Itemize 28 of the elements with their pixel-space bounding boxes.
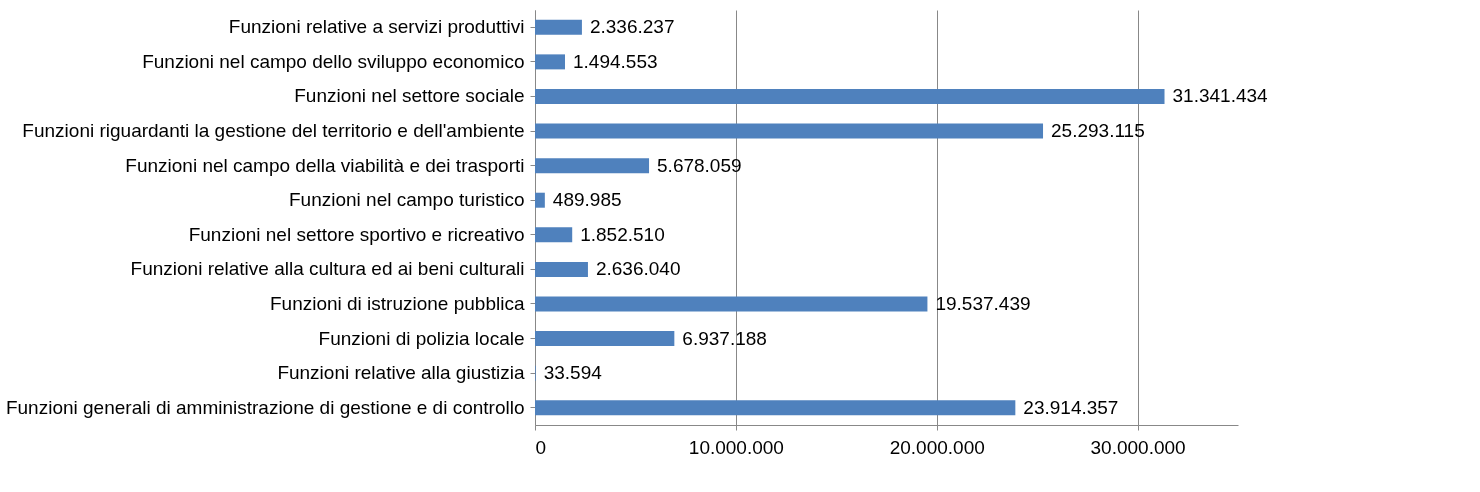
y-tick-label: Funzioni generali di amministrazione di gestione e di controllo [5,396,525,418]
y-tick-label: Funzioni relative alla giustizia [277,362,525,384]
y-tick-label: Funzioni di polizia locale [318,327,525,349]
y-tick-label: Funzioni riguardanti la gestione del territorio e dell'ambiente [22,120,525,142]
y-tick-label: Funzioni di istruzione pubblica [269,292,525,314]
data-label: 31.341.434 [1172,85,1269,107]
data-label: 5.678.059 [657,154,742,176]
y-tick-label: Funzioni nel settore sociale [294,85,525,107]
data-label: 6.937.188 [682,327,767,349]
x-tick-label: 10.000.000 [688,436,784,458]
y-tick-label: Funzioni relative a servizi produttivi [228,16,525,38]
data-label: 2.336.237 [589,16,675,38]
data-label: 19.537.439 [935,292,1031,314]
x-tick-label: 20.000.000 [889,436,985,458]
x-tick-label: 0 [535,436,547,458]
y-tick-label: Funzioni nel campo dello sviluppo economico [142,50,525,72]
y-tick-label: Funzioni nel campo turistico [289,189,525,211]
y-tick-label: Funzioni nel campo della viabilità e dei trasporti [125,154,525,176]
y-tick-label: Funzioni relative alla cultura ed ai beni culturali [130,258,525,280]
x-tick-label: 30.000.000 [1090,436,1186,458]
data-label: 25.293.115 [1051,120,1145,142]
data-label: 33.594 [543,362,603,384]
y-tick-label: Funzioni nel settore sportivo e ricreativo [188,223,525,245]
data-label: 1.852.510 [580,223,665,245]
data-label: 23.914.357 [1023,396,1119,418]
data-label: 1.494.553 [573,50,658,72]
data-label: 2.636.040 [595,258,681,280]
data-label: 489.985 [552,189,622,211]
